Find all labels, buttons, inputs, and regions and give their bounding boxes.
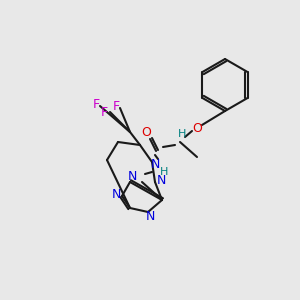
Text: N: N [127,169,137,182]
Text: N: N [145,209,155,223]
Text: N: N [111,188,121,200]
Text: N: N [150,158,160,170]
Text: H: H [178,129,186,139]
Text: O: O [141,127,151,140]
Text: N: N [156,173,166,187]
Text: H: H [160,167,168,177]
Text: F: F [92,98,100,110]
Text: F: F [100,106,108,119]
Text: O: O [192,122,202,134]
Text: F: F [112,100,120,112]
